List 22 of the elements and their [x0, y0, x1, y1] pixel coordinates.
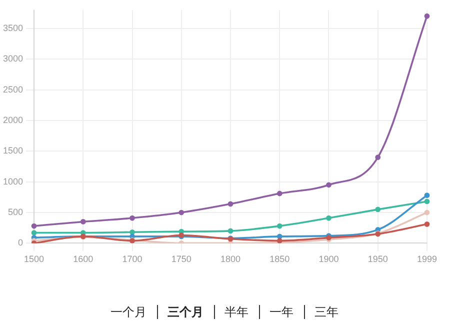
x-tick-label: 1950	[368, 254, 388, 264]
y-tick-label: 1500	[2, 146, 24, 156]
text: 三年	[304, 305, 348, 319]
text: 半年	[214, 305, 258, 319]
y-tick-label: 3000	[2, 54, 24, 64]
text: 一年	[258, 305, 304, 319]
text: 三个月	[156, 305, 214, 319]
x-tick-label: 1600	[73, 254, 94, 264]
text: 一个月	[110, 305, 148, 319]
x-tick-label: 1850	[270, 254, 290, 264]
x-tick-label: 1800	[220, 254, 241, 264]
y-tick-label: 3500	[2, 22, 24, 33]
y-tick-label: 2500	[2, 84, 24, 94]
x-tick-label: 1900	[318, 254, 339, 264]
x-tick-label: 1500	[24, 254, 44, 264]
y-tick-label: 0	[18, 238, 24, 248]
y-tick-label: 2000	[2, 114, 24, 125]
x-tick-label: 1999	[416, 254, 438, 264]
y-tick-label: 500	[8, 207, 24, 217]
x-tick-label: 1750	[171, 254, 192, 264]
x-tick-label: 1700	[122, 254, 142, 264]
y-tick-label: 1000	[2, 176, 24, 186]
